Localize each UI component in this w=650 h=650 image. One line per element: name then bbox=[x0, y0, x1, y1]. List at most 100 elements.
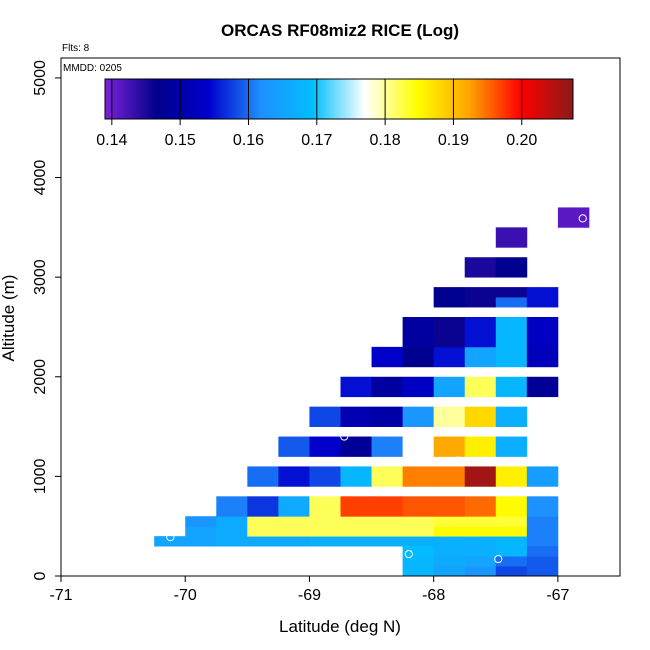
heatmap-cell bbox=[154, 536, 186, 547]
y-tick-label: 5000 bbox=[32, 60, 49, 96]
heatmap-cell bbox=[433, 336, 466, 348]
heatmap-cell bbox=[216, 496, 248, 507]
heatmap-cell bbox=[247, 526, 279, 537]
heatmap-cell bbox=[464, 336, 497, 348]
heatmap-cell bbox=[402, 406, 435, 418]
heatmap-cell bbox=[495, 416, 528, 427]
heatmap-cell bbox=[433, 386, 466, 398]
heatmap-cell bbox=[309, 526, 341, 537]
heatmap-cell bbox=[464, 287, 497, 298]
heatmap-cell bbox=[402, 496, 435, 507]
heatmap-cell bbox=[402, 546, 435, 557]
heatmap-cell bbox=[402, 566, 435, 577]
heatmap-cell bbox=[371, 356, 404, 368]
colorbar: 0.14 0.15 0.16 0.17 0.18 0.19 0.20 bbox=[96, 78, 574, 149]
heatmap-cell bbox=[464, 476, 497, 487]
heatmap-cell bbox=[402, 446, 435, 457]
heatmap-cell bbox=[247, 496, 279, 507]
heatmap-cell bbox=[247, 516, 279, 527]
heatmap-cell bbox=[371, 526, 404, 537]
heatmap-cell bbox=[526, 546, 559, 557]
flight-point bbox=[494, 554, 503, 564]
heatmap-cell bbox=[464, 466, 497, 477]
heatmap-cell bbox=[464, 496, 497, 507]
heatmap-cell bbox=[402, 326, 435, 338]
heatmap-cell bbox=[371, 536, 404, 547]
heatmap-cell bbox=[371, 406, 404, 418]
x-axis: -71 -70 -69 -68 -67 bbox=[49, 575, 570, 604]
heatmap-cell bbox=[433, 526, 466, 537]
heatmap-cell bbox=[309, 506, 341, 517]
heatmap-cell bbox=[371, 516, 404, 527]
heatmap-cell bbox=[526, 346, 559, 358]
heatmap-cell bbox=[433, 326, 466, 338]
x-tick-label: -70 bbox=[174, 587, 197, 604]
heatmap-cell bbox=[216, 536, 248, 547]
heatmap-cell bbox=[433, 297, 466, 308]
chart-title: ORCAS RF08miz2 RICE (Log) bbox=[221, 21, 459, 40]
heatmap-cells bbox=[154, 207, 590, 577]
y-tick-label: 0 bbox=[32, 571, 49, 580]
heatmap-cell bbox=[464, 376, 497, 388]
heatmap-cell bbox=[402, 336, 435, 348]
heatmap-cell bbox=[495, 546, 528, 557]
heatmap-cell bbox=[526, 506, 559, 517]
heatmap-cell bbox=[371, 386, 404, 398]
heatmap-cell bbox=[309, 436, 341, 447]
heatmap-cell bbox=[309, 466, 341, 477]
heatmap-cell bbox=[526, 336, 559, 348]
y-tick-label: 4000 bbox=[32, 160, 49, 196]
y-tick-label: 3000 bbox=[32, 259, 49, 295]
heatmap-cell bbox=[247, 466, 279, 477]
heatmap-cell bbox=[371, 416, 404, 427]
heatmap-cell bbox=[495, 526, 528, 537]
heatmap-cell bbox=[340, 376, 372, 388]
heatmap-cell bbox=[278, 506, 310, 517]
heatmap-cell bbox=[309, 416, 341, 427]
heatmap-cell bbox=[340, 406, 372, 418]
heatmap-cell bbox=[464, 356, 497, 368]
flights-annotation: Flts: 8 bbox=[62, 43, 90, 54]
heatmap-cell bbox=[340, 416, 372, 427]
heatmap-cell bbox=[371, 436, 404, 447]
heatmap-cell bbox=[526, 297, 559, 308]
heatmap-cell bbox=[495, 536, 528, 547]
heatmap-cell bbox=[402, 536, 435, 547]
heatmap-cell bbox=[278, 436, 310, 447]
heatmap-cell bbox=[433, 546, 466, 557]
heatmap-cell bbox=[464, 516, 497, 527]
heatmap-cell bbox=[433, 466, 466, 477]
colorbar-tick-label: 0.15 bbox=[165, 132, 196, 149]
heatmap-cell bbox=[402, 416, 435, 427]
heatmap-cell bbox=[464, 317, 497, 328]
heatmap-cell bbox=[433, 536, 466, 547]
colorbar-tick-label: 0.19 bbox=[438, 132, 469, 149]
heatmap-cell bbox=[495, 287, 528, 298]
heatmap-cell bbox=[495, 346, 528, 358]
heatmap-cell bbox=[464, 506, 497, 517]
heatmap-cell bbox=[433, 516, 466, 527]
heatmap-cell bbox=[340, 476, 372, 487]
heatmap-cell bbox=[464, 536, 497, 547]
heatmap-cell bbox=[495, 506, 528, 517]
heatmap-cell bbox=[433, 376, 466, 388]
heatmap-cell bbox=[433, 446, 466, 457]
heatmap-cell bbox=[433, 436, 466, 447]
heatmap-cell bbox=[340, 516, 372, 527]
heatmap-cell bbox=[185, 516, 217, 527]
heatmap-cell bbox=[402, 556, 435, 567]
heatmap-cell bbox=[495, 237, 528, 248]
heatmap-cell bbox=[371, 466, 404, 477]
heatmap-cell bbox=[278, 526, 310, 537]
colorbar-tick-label: 0.16 bbox=[233, 132, 264, 149]
heatmap-cell bbox=[464, 416, 497, 427]
y-tick-label: 2000 bbox=[32, 359, 49, 395]
heatmap-cell bbox=[464, 446, 497, 457]
heatmap-cell bbox=[340, 436, 372, 447]
heatmap-cell bbox=[464, 436, 497, 447]
heatmap-cell bbox=[495, 336, 528, 348]
heatmap-cell bbox=[464, 267, 497, 278]
heatmap-cell bbox=[495, 317, 528, 328]
heatmap-cell bbox=[309, 476, 341, 487]
x-tick-label: -71 bbox=[49, 587, 72, 604]
